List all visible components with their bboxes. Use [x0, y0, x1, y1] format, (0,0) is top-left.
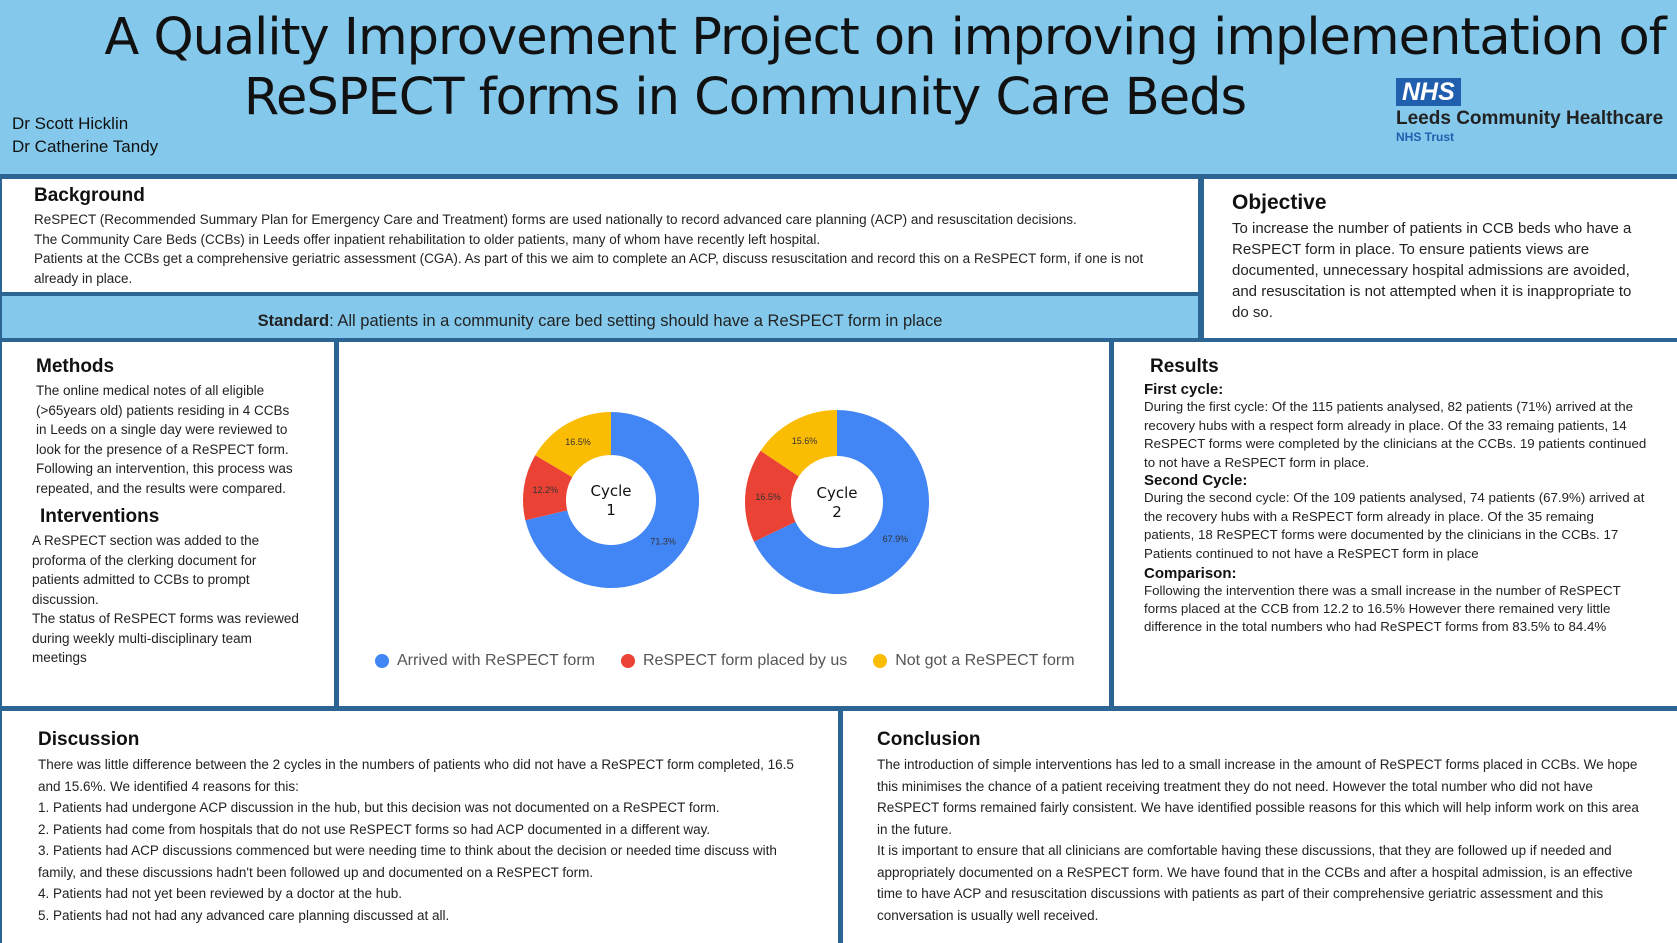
- legend-item: Arrived with ReSPECT form: [375, 652, 595, 670]
- legend-label: Not got a ReSPECT form: [895, 652, 1075, 669]
- discussion-reason: 5. Patients had not had any advanced car…: [38, 907, 450, 923]
- second-cycle-text: During the second cycle: Of the 109 pati…: [1144, 490, 1645, 561]
- legend-item: Not got a ReSPECT form: [873, 652, 1075, 670]
- title-line-1: A Quality Improvement Project on improvi…: [104, 8, 1666, 67]
- discussion-reason: 4. Patients had not yet been reviewed by…: [38, 886, 402, 901]
- objective-heading: Objective: [1232, 191, 1327, 214]
- methods-text: The online medical notes of all eligible…: [36, 383, 293, 496]
- standard-label: Standard: [257, 312, 330, 330]
- center-label: 1: [606, 501, 616, 519]
- second-cycle-heading: Second Cycle:: [1144, 472, 1248, 489]
- interventions-text: A ReSPECT section was added to the profo…: [32, 533, 260, 607]
- title-line-2: ReSPECT forms in Community Care Beds: [243, 68, 1247, 127]
- donut-slice: [760, 410, 837, 477]
- discussion-reason: 3. Patients had ACP discussions commence…: [38, 843, 777, 880]
- conclusion-text: The introduction of simple interventions…: [877, 757, 1639, 837]
- slice-label: 12.2%: [532, 485, 558, 495]
- donut-slice: [754, 410, 929, 594]
- standard-text: : All patients in a community care bed s…: [329, 312, 943, 330]
- legend-dot-yellow: [873, 654, 888, 668]
- slice-label: 71.3%: [650, 536, 676, 546]
- background-heading: Background: [34, 185, 145, 206]
- first-cycle-text: During the first cycle: Of the 115 patie…: [1144, 399, 1647, 470]
- donut-slice: [745, 450, 799, 542]
- author: Dr Catherine Tandy: [12, 137, 159, 156]
- slice-label: 15.6%: [792, 436, 818, 446]
- conclusion-heading: Conclusion: [877, 729, 981, 750]
- trust-name: NHS Trust: [1396, 130, 1455, 144]
- center-label: Cycle: [591, 482, 632, 500]
- legend-label: Arrived with ReSPECT form: [397, 652, 595, 669]
- background-text: Patients at the CCBs get a comprehensive…: [34, 251, 1144, 286]
- background-section: Background ReSPECT (Recommended Summary …: [2, 179, 1198, 292]
- nhs-logo: NHS Leeds Community Healthcare NHS Trust: [1396, 78, 1663, 144]
- interventions-text: The status of ReSPECT forms was reviewed…: [32, 611, 299, 665]
- nhs-logo-mark: NHS: [1396, 78, 1461, 106]
- poster-title: A Quality Improvement Project on improvi…: [60, 8, 1677, 128]
- conclusion-text: It is important to ensure that all clini…: [877, 843, 1633, 923]
- standard-banner: Standard: All patients in a community ca…: [2, 296, 1198, 338]
- chart-section: 71.3% 12.2% 16.5% Cycle 1 67.9% 16.5% 15.6% Cycl…: [339, 342, 1109, 706]
- legend-dot-blue: [375, 654, 389, 668]
- discussion-text: There was little difference between the …: [38, 757, 794, 794]
- comparison-text: Following the intervention there was a s…: [1144, 583, 1621, 634]
- conclusion-section: Conclusion The introduction of simple in…: [843, 711, 1677, 943]
- author: Dr Scott Hicklin: [12, 114, 129, 133]
- background-text: ReSPECT (Recommended Summary Plan for Em…: [34, 212, 1077, 227]
- background-text: The Community Care Beds (CCBs) in Leeds …: [34, 231, 821, 247]
- donut-slice: [525, 412, 699, 588]
- discussion-heading: Discussion: [38, 729, 140, 750]
- authors: Dr Scott Hicklin Dr Catherine Tandy: [12, 112, 158, 158]
- objective-text: To increase the number of patients in CC…: [1232, 220, 1632, 321]
- interventions-heading: Interventions: [40, 506, 160, 527]
- donut-slice: [535, 412, 611, 478]
- poster-header: A Quality Improvement Project on improvi…: [0, 0, 1677, 174]
- comparison-heading: Comparison:: [1144, 565, 1237, 582]
- first-cycle-heading: First cycle:: [1144, 381, 1224, 398]
- discussion-reason: 2. Patients had come from hospitals that…: [38, 821, 711, 837]
- center-label: 2: [832, 503, 842, 521]
- donut-slice: [523, 455, 573, 521]
- methods-heading: Methods: [36, 356, 115, 377]
- discussion-section: Discussion There was little difference b…: [2, 711, 838, 943]
- results-section: Results First cycle: During the first cy…: [1114, 342, 1677, 706]
- legend-item: ReSPECT form placed by us: [620, 652, 848, 670]
- discussion-reason: 1. Patients had undergone ACP discussion…: [38, 800, 720, 815]
- slice-label: 16.5%: [565, 437, 591, 447]
- legend-label: ReSPECT form placed by us: [642, 652, 848, 669]
- objective-section: Objective To increase the number of pati…: [1204, 179, 1677, 338]
- center-label: Cycle: [817, 484, 858, 502]
- slice-label: 67.9%: [883, 534, 909, 544]
- org-name: Leeds Community Healthcare: [1396, 108, 1664, 129]
- chart-legend: Arrived with ReSPECT form ReSPECT form p…: [375, 652, 1075, 670]
- donut-charts: 71.3%12.2%16.5%Cycle167.9%16.5%15.6%Cycl…: [523, 410, 929, 594]
- methods-section: Methods The online medical notes of all …: [2, 342, 334, 706]
- legend-dot-red: [620, 654, 635, 668]
- slice-label: 16.5%: [755, 492, 781, 502]
- results-heading: Results: [1150, 356, 1219, 377]
